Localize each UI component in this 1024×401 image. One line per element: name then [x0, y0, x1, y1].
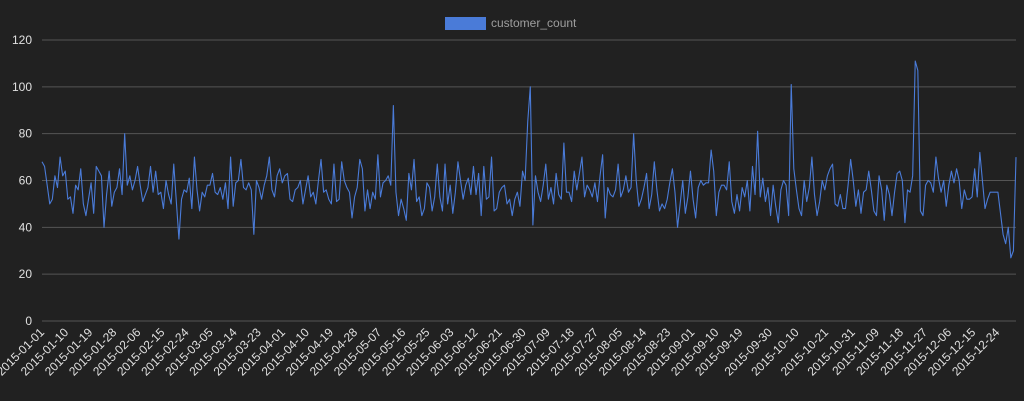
legend-label: customer_count — [491, 16, 577, 30]
series-line — [41, 60, 1017, 259]
series-customer-count — [41, 60, 1017, 259]
y-tick-label: 40 — [19, 220, 33, 234]
y-tick-label: 100 — [12, 80, 32, 94]
y-tick-label: 20 — [19, 267, 33, 281]
x-tick-labels: 2015-01-012015-01-102015-01-192015-01-28… — [0, 325, 1003, 379]
y-gridlines — [42, 39, 1016, 322]
y-tick-label: 60 — [19, 174, 33, 188]
y-tick-labels: 0 20 40 60 80 100 120 — [12, 33, 32, 328]
y-tick-label: 80 — [19, 127, 33, 141]
y-tick-label: 0 — [25, 314, 32, 328]
legend-swatch — [445, 17, 486, 30]
legend[interactable]: customer_count — [445, 16, 577, 30]
y-tick-label: 120 — [12, 33, 32, 47]
